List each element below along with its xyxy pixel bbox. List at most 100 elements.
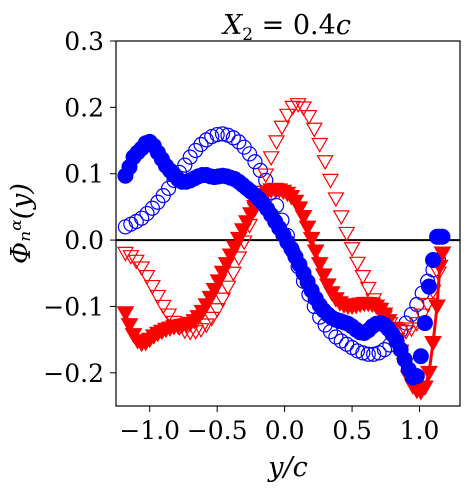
data-point [412,348,429,365]
data-point [311,137,329,153]
title-unit: c [336,10,351,41]
data-point [208,303,226,319]
title-equals: = 0.4 [253,10,336,41]
data-point [225,130,241,146]
data-point [354,269,372,285]
data-layer [116,98,460,401]
data-point [197,318,215,334]
data-point [187,142,204,159]
title-variable: X [221,10,244,41]
data-point [230,251,248,267]
data-point [355,345,371,361]
data-point [338,226,356,242]
data-point [433,246,452,262]
data-point [247,154,263,170]
data-point [425,252,442,268]
data-point [343,242,361,258]
data-point [408,368,425,385]
x-tick-label: −1.0 [119,416,180,445]
y-tick-label: 0.0 [64,226,104,255]
data-point [138,269,156,285]
data-point [332,210,350,226]
data-point [252,162,268,179]
title-subscript: 2 [242,25,253,45]
data-point [193,136,209,153]
data-point [348,256,367,272]
data-point [278,108,296,124]
data-point [267,135,286,151]
y-tick-label: −0.2 [43,359,104,388]
data-point [327,192,345,208]
data-point [120,318,139,334]
data-point [134,210,150,226]
data-point [116,306,135,322]
data-point [149,289,167,305]
data-point [294,209,313,226]
data-point [339,336,355,352]
series-line [124,188,444,394]
data-point [300,110,318,125]
data-point [376,341,393,358]
data-point [305,122,323,138]
data-point [360,346,376,362]
data-point [160,308,178,324]
data-point [434,228,451,245]
data-point [144,200,161,216]
data-point [241,146,258,162]
data-point [177,157,193,173]
data-point [416,380,434,397]
data-point [122,250,140,266]
data-point [209,126,225,143]
x-tick-label: −0.5 [187,416,248,445]
data-point [428,299,446,316]
data-point [219,280,237,296]
data-point [139,205,155,222]
data-point [143,279,161,295]
data-point [294,101,313,117]
data-point [262,151,280,167]
data-point [203,311,221,327]
data-point [310,257,329,273]
chart-title: X2 = 0.4c [221,10,351,45]
data-point [257,168,275,184]
data-point [161,180,177,196]
data-point [366,346,382,362]
y-axis-label: Φₙᵅ(y) [6,183,37,264]
data-point [214,126,231,142]
data-point [424,336,442,352]
y-tick-label: −0.1 [43,292,104,321]
data-point [416,315,433,332]
data-point [321,173,340,189]
data-point [420,278,437,295]
data-point [402,322,420,338]
y-tick-label: 0.2 [64,93,104,122]
x-tick-label: 1.0 [400,416,440,445]
data-point [298,220,317,237]
y-tick-label: 0.3 [64,27,104,56]
data-point [302,231,321,248]
x-tick-label: 0.5 [332,416,372,445]
data-point [420,365,438,382]
data-point [318,278,337,294]
data-point [224,266,242,282]
plot-area [116,98,460,401]
data-point [273,120,291,136]
data-point [116,246,134,262]
data-point [314,268,333,284]
x-axis-label: y/c [267,452,307,483]
series-2 [116,182,452,401]
data-point [328,329,344,345]
data-point [231,134,247,150]
data-point [359,281,377,297]
data-point [316,155,334,171]
y-tick-label: 0.1 [64,160,104,189]
data-point [214,292,232,308]
x-tick-label: 0.0 [265,416,305,445]
data-point [289,98,307,114]
data-point [306,244,325,260]
data-point [344,340,360,356]
data-point [154,299,172,315]
series-0 [117,133,451,386]
